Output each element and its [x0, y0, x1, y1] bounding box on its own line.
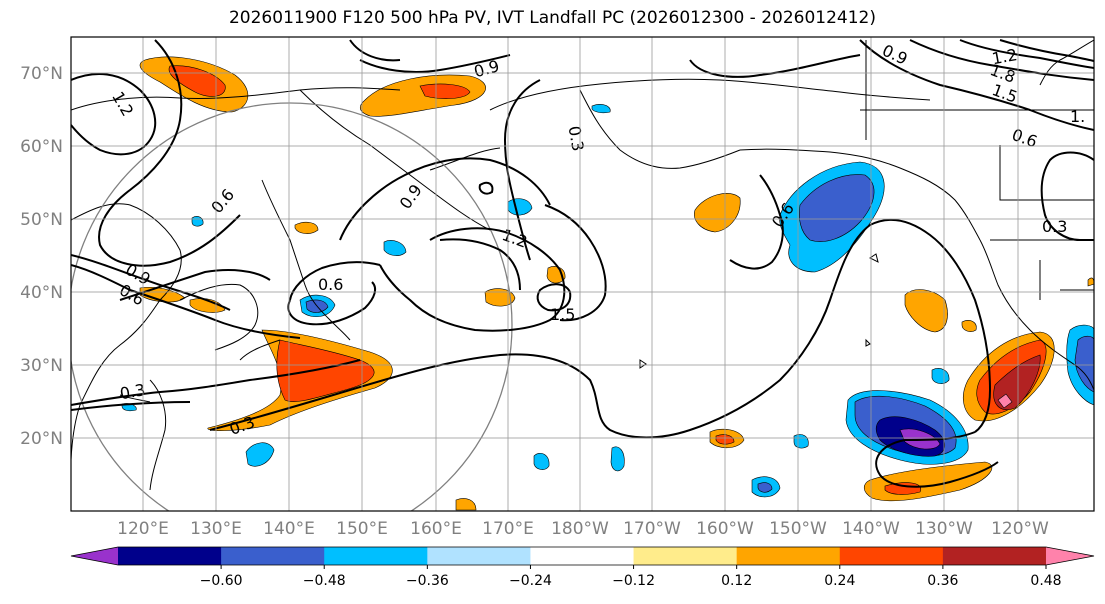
lon-label: 120°W — [991, 519, 1049, 539]
pv-contours — [71, 39, 1094, 488]
colorbar: −0.60 −0.48 −0.36 −0.24 −0.12 0.12 0.24 0.36 0.4… — [70, 546, 1095, 589]
lat-label: 20°N — [20, 429, 63, 449]
colorbar-tick-label: 0.48 — [1030, 573, 1061, 589]
colorbar-swatch — [530, 547, 635, 565]
colorbar-swatch — [324, 547, 428, 565]
colorbar-tick-label: −0.12 — [612, 573, 655, 589]
colorbar-extend-low — [71, 547, 118, 565]
shading-negative — [121, 104, 1094, 498]
lon-label: 140°W — [842, 519, 900, 539]
map-title: 2026011900 F120 500 hPa PV, IVT Landfall… — [228, 8, 876, 28]
colorbar-tick-label: −0.60 — [200, 573, 243, 589]
colorbar-swatch — [736, 547, 841, 565]
lon-label: 140°E — [263, 519, 315, 539]
contour-label: 0.3 — [118, 380, 146, 403]
contour-label: 0.6 — [318, 275, 343, 294]
lat-label: 40°N — [20, 283, 63, 303]
lon-label: 170°W — [623, 519, 681, 539]
colorbar-swatch — [427, 547, 531, 565]
lat-label: 30°N — [20, 356, 63, 376]
colorbar-tick-label: 0.12 — [721, 573, 752, 589]
lon-label: 170°E — [482, 519, 534, 539]
colorbar-tick-label: 0.24 — [824, 573, 855, 589]
contour-label: 0.3 — [1042, 217, 1067, 236]
shading-positive — [139, 56, 1094, 511]
lat-label: 60°N — [20, 137, 63, 157]
colorbar-tick-label: −0.36 — [406, 573, 449, 589]
lon-labels: 120°E 130°E 140°E 150°E 160°E 170°E 180°… — [117, 519, 1049, 539]
lon-label: 150°E — [336, 519, 388, 539]
lon-label: 180°W — [551, 519, 609, 539]
gridlines — [71, 37, 1094, 511]
contour-label: 1.5 — [550, 305, 575, 324]
colorbar-swatch — [942, 547, 1047, 565]
colorbar-swatch — [839, 547, 944, 565]
lon-label: 160°E — [410, 519, 462, 539]
colorbar-swatch — [118, 547, 222, 565]
colorbar-tick-label: −0.24 — [509, 573, 552, 589]
colorbar-tick-label: 0.36 — [927, 573, 958, 589]
lon-label: 130°E — [190, 519, 242, 539]
contour-label: 1.2 — [990, 45, 1018, 68]
colorbar-outline — [70, 546, 1095, 566]
coastlines — [71, 39, 1094, 491]
colorbar-swatch — [221, 547, 325, 565]
lon-label: 150°W — [769, 519, 827, 539]
lat-labels: 70°N 60°N 50°N 40°N 30°N 20°N — [20, 64, 63, 449]
distance-circle — [71, 102, 513, 511]
colorbar-extend-high — [1046, 547, 1094, 565]
lon-label: 120°E — [117, 519, 169, 539]
map-plot: 1.2 0.6 0.9 0.9 0.6 0.9 0.3 0.3 0.3 1.2 … — [71, 37, 1094, 511]
lon-label: 130°W — [915, 519, 973, 539]
colorbar-tick-label: −0.48 — [303, 573, 346, 589]
lat-label: 70°N — [20, 64, 63, 84]
contour-label: 1. — [1070, 107, 1085, 126]
colorbar-swatch — [633, 547, 738, 565]
lat-label: 50°N — [20, 210, 63, 230]
lon-label: 160°W — [696, 519, 754, 539]
map-frame — [70, 36, 1095, 512]
